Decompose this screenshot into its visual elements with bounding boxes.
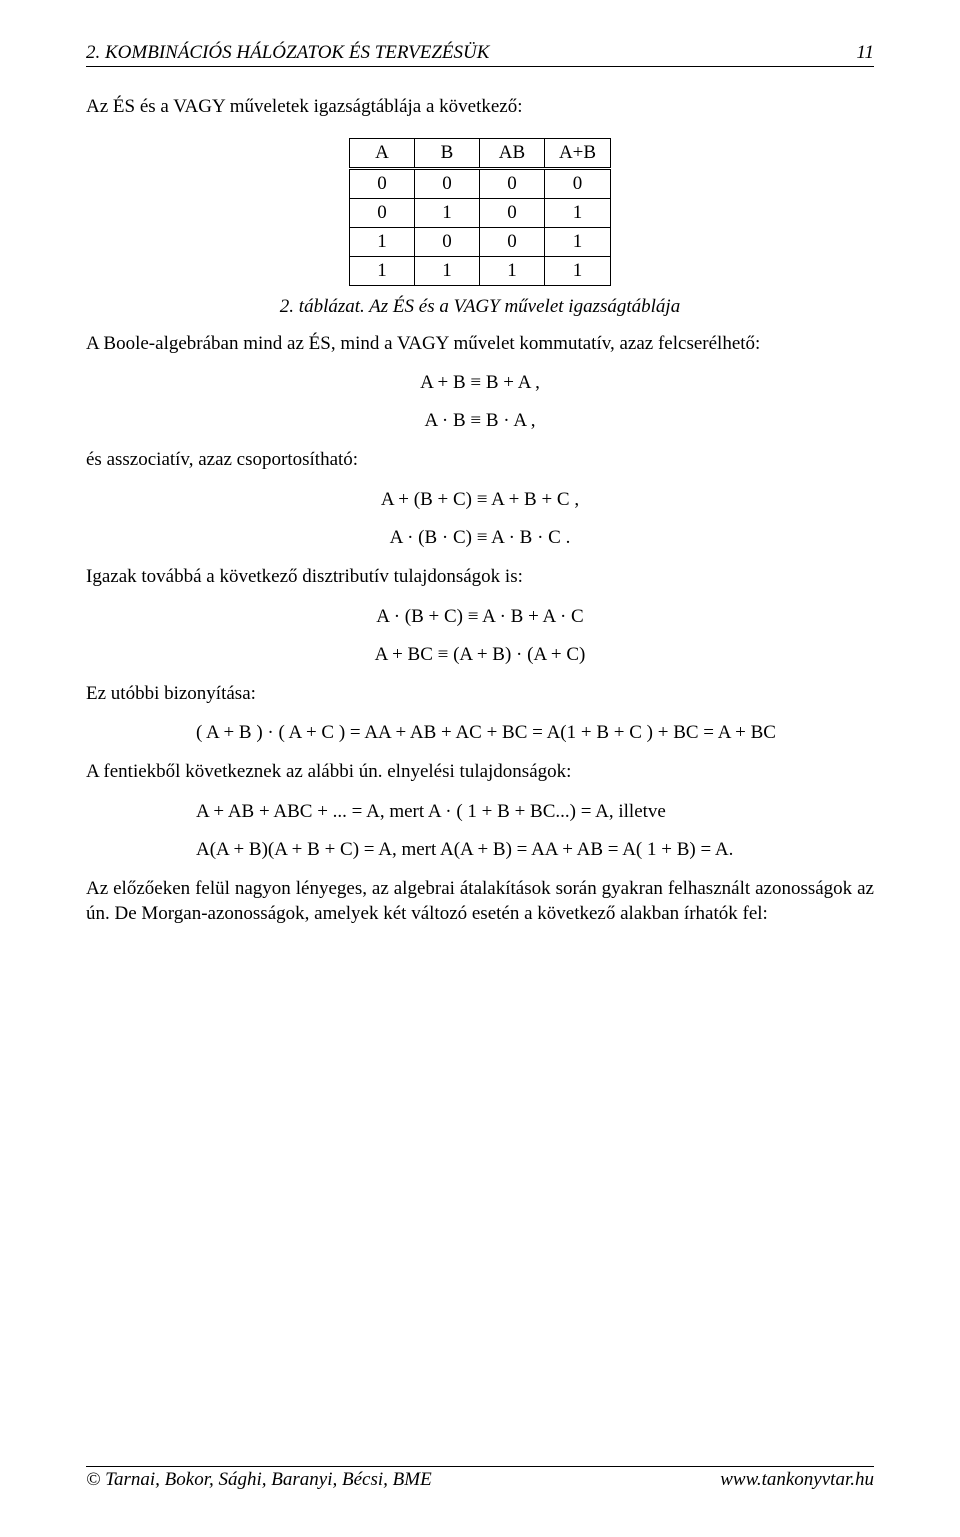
running-header: 2. KOMBINÁCIÓS HÁLÓZATOK ÉS TERVEZÉSÜK 1…	[86, 42, 874, 67]
truth-table: A B AB A+B 0 0 0 0 0 1 0 1 1 0 0	[349, 138, 611, 286]
eq-absorption-2: A(A + B)(A + B + C) = A, mert A(A + B) =…	[196, 839, 874, 861]
eq-associative-2: A · (B · C) ≡ A · B · C .	[86, 527, 874, 549]
eq-absorb1-mid: , mert	[380, 801, 428, 822]
table-row: 0 1 0 1	[349, 198, 610, 227]
table-row: 1 1 1 1	[349, 256, 610, 285]
footer: © Tarnai, Bokor, Sághi, Baranyi, Bécsi, …	[86, 1466, 874, 1491]
col-a: A	[349, 138, 414, 168]
eq-absorb1-right: A · ( 1 + B + BC...) = A	[428, 801, 609, 822]
paragraph-proof: Ez utóbbi bizonyítása:	[86, 682, 874, 707]
table-caption: 2. táblázat. Az ÉS és a VAGY művelet iga…	[86, 296, 874, 318]
table-row: 0 0 0 0	[349, 168, 610, 198]
eq-distributive-2: A + BC ≡ (A + B) · (A + C)	[86, 644, 874, 666]
eq-associative-1: A + (B + C) ≡ A + B + C ,	[86, 489, 874, 511]
eq-distributive-1: A · (B + C) ≡ A · B + A · C	[86, 606, 874, 628]
intro-paragraph: Az ÉS és a VAGY műveletek igazságtáblája…	[86, 95, 874, 120]
eq-absorb2-mid: , mert	[392, 839, 440, 860]
table-header-row: A B AB A+B	[349, 138, 610, 168]
eq-absorb1-end: , illetve	[609, 801, 666, 822]
paragraph-commutative: A Boole-algebrában mind az ÉS, mind a VA…	[86, 332, 874, 357]
eq-commutative-1: A + B ≡ B + A ,	[86, 372, 874, 394]
col-ab: AB	[479, 138, 544, 168]
paragraph-demorgan: Az előzőeken felül nagyon lényeges, az a…	[86, 877, 874, 926]
header-left: 2. KOMBINÁCIÓS HÁLÓZATOK ÉS TERVEZÉSÜK	[86, 42, 489, 64]
paragraph-distributive: Igazak továbbá a következő disztributív …	[86, 565, 874, 590]
paragraph-associative: és asszociatív, azaz csoportosítható:	[86, 448, 874, 473]
footer-left: © Tarnai, Bokor, Sághi, Baranyi, Bécsi, …	[86, 1469, 432, 1491]
eq-commutative-2: A · B ≡ B · A ,	[86, 410, 874, 432]
col-b: B	[414, 138, 479, 168]
eq-absorb1-left: A + AB + ABC + ... = A	[196, 801, 380, 822]
eq-absorb2-left: A(A + B)(A + B + C) = A	[196, 839, 392, 860]
header-right: 11	[856, 42, 874, 64]
page: 2. KOMBINÁCIÓS HÁLÓZATOK ÉS TERVEZÉSÜK 1…	[0, 0, 960, 1537]
eq-absorb2-right: A(A + B) = AA + AB = A( 1 + B) = A	[440, 839, 729, 860]
footer-right: www.tankonyvtar.hu	[720, 1469, 874, 1491]
paragraph-absorption: A fentiekből következnek az alábbi ún. e…	[86, 760, 874, 785]
table-row: 1 0 0 1	[349, 227, 610, 256]
eq-absorption-1: A + AB + ABC + ... = A, mert A · ( 1 + B…	[196, 801, 874, 823]
col-aplusb: A+B	[544, 138, 610, 168]
eq-absorb2-end: .	[729, 839, 734, 860]
eq-proof: ( A + B ) · ( A + C ) = AA + AB + AC + B…	[196, 722, 874, 744]
